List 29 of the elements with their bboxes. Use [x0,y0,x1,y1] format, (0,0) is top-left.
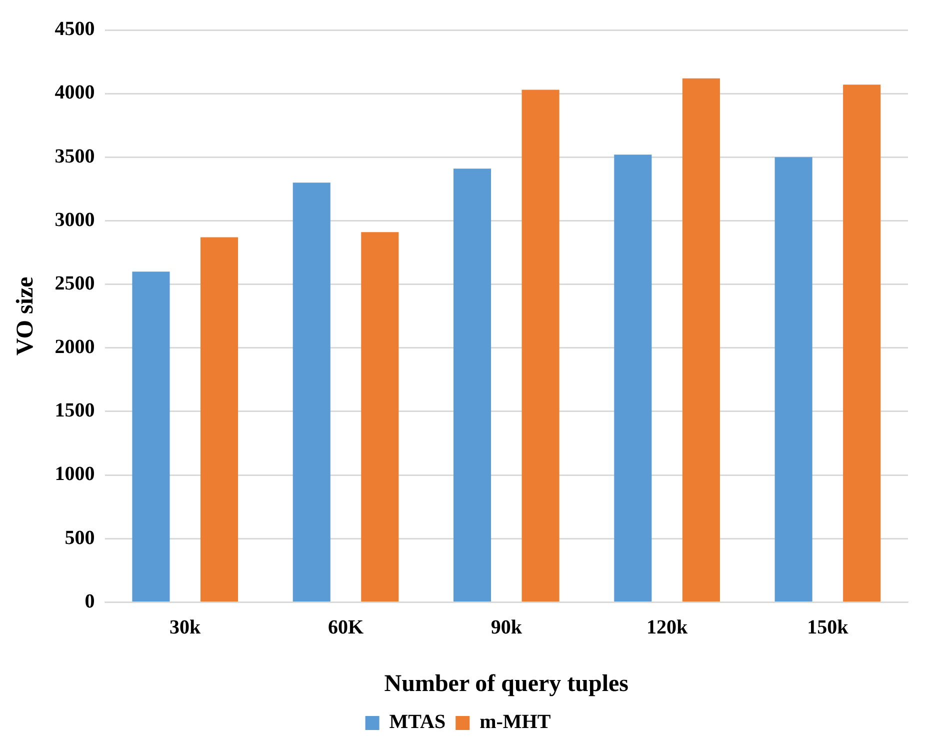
x-tick-label: 90k [490,616,523,638]
bar [614,154,652,602]
x-tick-label: 60K [328,616,364,638]
bar [361,232,399,602]
y-tick-label: 2500 [54,272,95,294]
y-tick-label: 500 [64,526,95,549]
bar [200,237,238,602]
legend-label: MTAS [389,711,446,734]
y-tick-label: 1500 [54,400,95,422]
y-tick-label: 2000 [54,336,95,358]
y-tick-label: 4000 [54,82,95,104]
bar [292,182,330,602]
bar [843,84,881,602]
y-axis-title: VO size [12,276,39,356]
legend-label: m-MHT [480,711,552,734]
bar [522,90,560,602]
bar [453,168,492,602]
x-tick-label: 30k [170,616,202,638]
y-tick-label: 0 [84,590,95,612]
bar [682,78,720,602]
y-tick-label: 1000 [54,463,95,486]
y-tick-label: 4500 [54,18,95,40]
bar [132,272,170,602]
y-tick-label: 3000 [54,208,95,231]
bar [774,157,812,602]
x-tick-label: 120k [646,616,688,638]
y-tick-label: 3500 [54,145,95,168]
x-tick-label: 150k [807,616,850,638]
x-axis-title: Number of query tuples [384,670,629,697]
